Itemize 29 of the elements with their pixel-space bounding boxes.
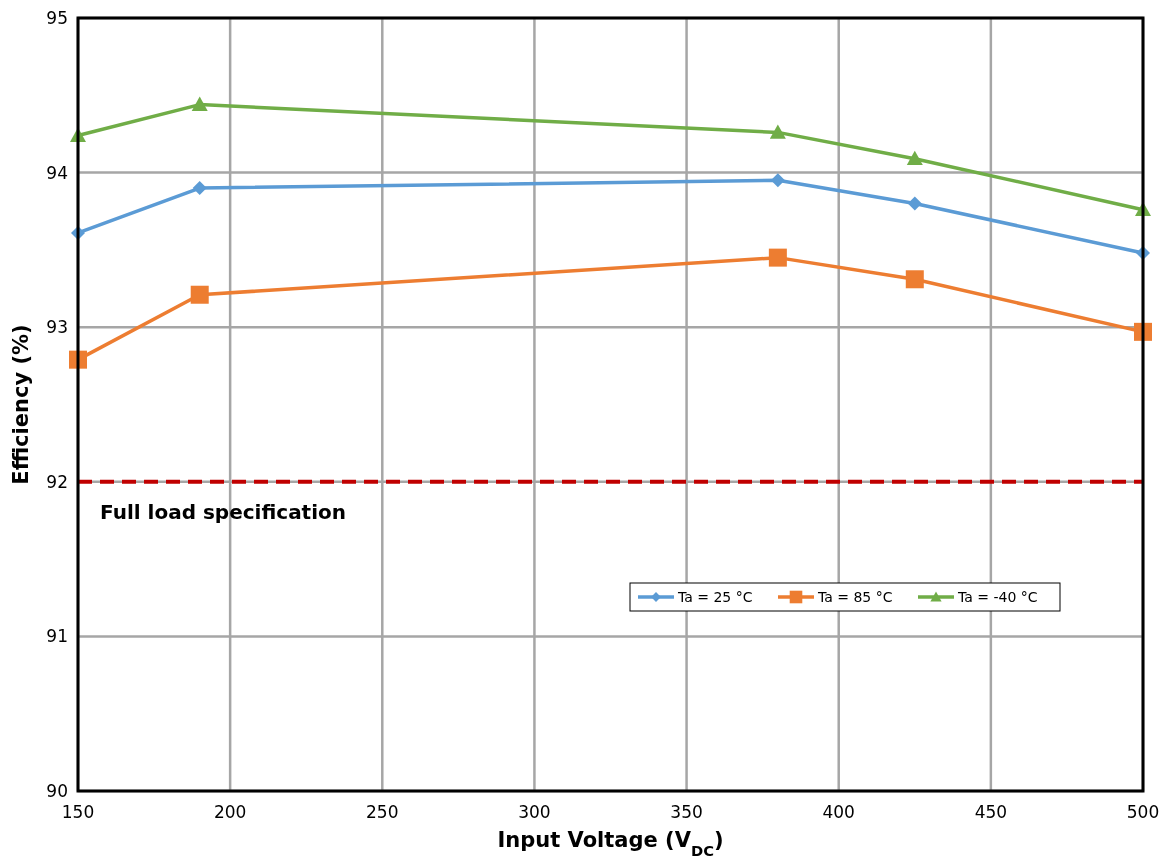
y-axis-title: Efficiency (%) bbox=[9, 324, 33, 485]
x-tick-label: 200 bbox=[213, 802, 247, 822]
point bbox=[905, 270, 924, 289]
y-tick-label: 90 bbox=[46, 781, 68, 801]
x-tick-label: 350 bbox=[670, 802, 703, 822]
point bbox=[192, 181, 207, 196]
point bbox=[906, 150, 923, 166]
y-tick-label: 93 bbox=[46, 317, 68, 338]
y-tick-label: 94 bbox=[46, 162, 68, 183]
y-tick-label: 92 bbox=[46, 471, 68, 492]
point bbox=[770, 173, 785, 188]
legend-label: Ta = 25 °C bbox=[677, 589, 753, 605]
x-tick-label: 450 bbox=[974, 802, 1008, 822]
x-tick-label: 150 bbox=[61, 802, 95, 822]
y-tick-label: 95 bbox=[46, 8, 68, 28]
legend-label: Ta = 85 °C bbox=[817, 589, 893, 605]
y-tick-label: 91 bbox=[46, 626, 68, 647]
point bbox=[190, 285, 209, 304]
point bbox=[907, 196, 922, 211]
ref-line-label: Full load specification bbox=[100, 499, 347, 524]
legend-label: Ta = -40 °C bbox=[957, 589, 1038, 605]
x-tick-label: 400 bbox=[822, 802, 855, 822]
x-tick-label: 300 bbox=[518, 802, 551, 822]
x-axis-title: Input Voltage (V$_{DC}$) bbox=[497, 828, 724, 859]
x-tick-label: 500 bbox=[1126, 802, 1160, 822]
point bbox=[768, 248, 787, 267]
x-tick-label: 250 bbox=[366, 802, 399, 822]
point bbox=[769, 124, 786, 139]
point bbox=[191, 96, 208, 111]
